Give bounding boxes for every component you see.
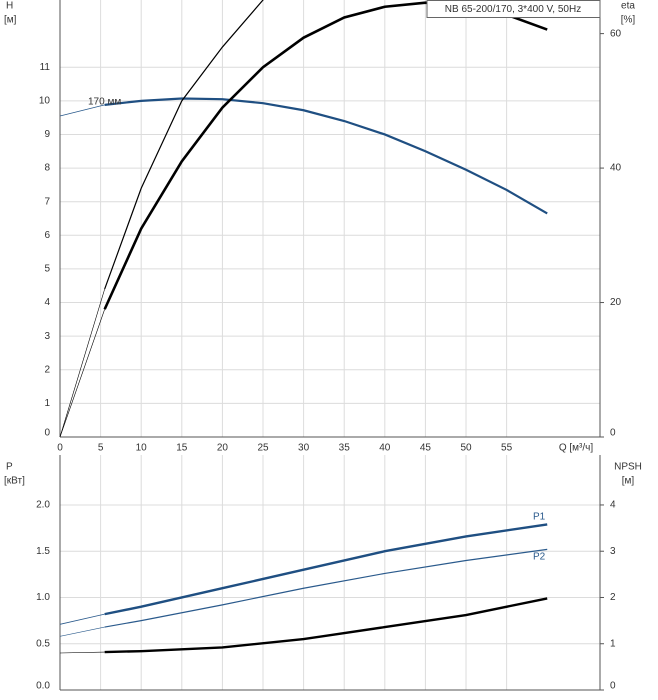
x-tick-label: 35	[339, 443, 351, 454]
x-axis-label: Q [м³/ч]	[559, 443, 594, 454]
y2-axis-label: eta	[621, 1, 635, 12]
y-axis-label: [м]	[4, 15, 17, 26]
x-tick-label: 45	[420, 443, 432, 454]
y2-axis-label: [%]	[621, 15, 636, 26]
y-tick-label: 0.0	[36, 681, 50, 692]
y-tick-label: 1.0	[36, 592, 50, 603]
annotation: P2	[533, 552, 546, 563]
curve	[59, 309, 105, 438]
x-tick-label: 5	[98, 443, 104, 454]
y-tick-label: 0.5	[36, 638, 50, 649]
y2-axis-label: NPSH	[614, 462, 642, 473]
y-tick-label: 0	[44, 428, 50, 439]
annotation: P1	[533, 512, 546, 523]
y-axis-label: P	[6, 462, 13, 473]
curve	[104, 597, 548, 654]
y-tick-label: 3	[44, 331, 50, 342]
y-tick-label: 6	[44, 230, 50, 241]
x-tick-label: 30	[298, 443, 310, 454]
curve	[59, 289, 105, 438]
curve	[59, 613, 105, 625]
y-axis-label: [кВт]	[4, 476, 25, 487]
y-tick-label: 8	[44, 163, 50, 174]
y-tick-label: 1.5	[36, 546, 50, 557]
y-tick-label: 11	[40, 62, 51, 73]
x-tick-label: 25	[257, 443, 269, 454]
y2-tick-label: 0	[610, 428, 616, 439]
y-tick-label: 7	[44, 196, 50, 207]
curve	[104, 0, 264, 290]
curve	[104, 548, 548, 628]
y2-tick-label: 60	[610, 28, 622, 39]
curve	[104, 523, 548, 616]
y-tick-label: 2	[44, 364, 50, 375]
y-tick-label: 2.0	[36, 500, 50, 511]
annotation: 170 мм	[88, 97, 121, 108]
y-tick-label: 4	[44, 297, 50, 308]
x-tick-label: 10	[136, 443, 148, 454]
y2-tick-label: 40	[610, 163, 622, 174]
curve	[59, 626, 105, 637]
curve	[59, 104, 105, 117]
x-tick-label: 40	[379, 443, 391, 454]
y-tick-label: 10	[39, 95, 51, 106]
curve	[59, 651, 105, 654]
y2-tick-label: 0	[610, 681, 616, 692]
y2-tick-label: 20	[610, 297, 622, 308]
y-axis-label: H	[6, 1, 13, 12]
y-tick-label: 1	[44, 398, 50, 409]
x-tick-label: 50	[460, 443, 472, 454]
curve	[104, 97, 548, 215]
y-tick-label: 9	[44, 129, 50, 140]
x-tick-label: 20	[217, 443, 229, 454]
x-tick-label: 55	[501, 443, 513, 454]
x-tick-label: 15	[176, 443, 188, 454]
y2-axis-label: [м]	[622, 476, 635, 487]
y2-tick-label: 3	[610, 546, 616, 557]
chart-title: NB 65-200/170, 3*400 V, 50Hz	[445, 4, 581, 15]
y2-tick-label: 2	[610, 592, 616, 603]
y2-tick-label: 1	[610, 638, 616, 649]
title-box	[426, 0, 601, 18]
y-tick-label: 5	[44, 264, 50, 275]
y2-tick-label: 4	[610, 500, 616, 511]
curve	[103, 1, 548, 310]
x-tick-label: 0	[57, 443, 63, 454]
